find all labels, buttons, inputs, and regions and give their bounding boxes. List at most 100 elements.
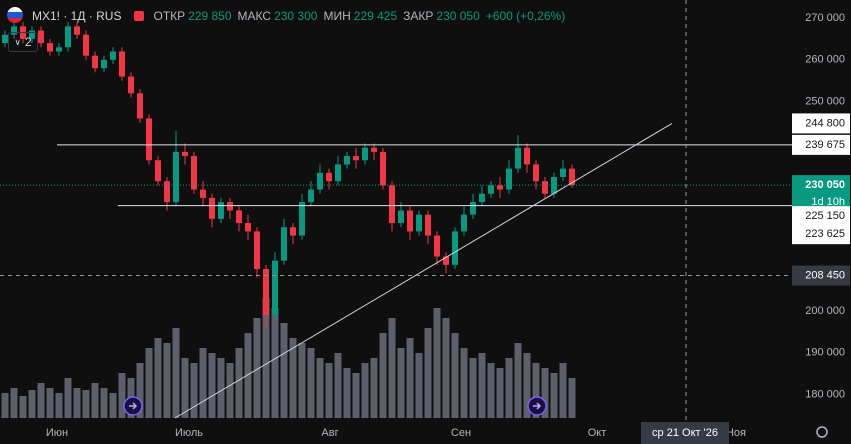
candle-body: [11, 26, 17, 35]
volume-bar: [91, 383, 99, 418]
candle-body: [2, 34, 8, 44]
low-value: 229 425: [353, 9, 398, 23]
candle-body: [308, 189, 314, 203]
candle-body: [551, 176, 557, 194]
symbol-header: MX1! · 1Д · RUS ОТКР 229 850 МАКС 230 30…: [0, 5, 568, 27]
candle-body: [56, 47, 62, 52]
candle-body: [146, 118, 152, 161]
candle-body: [362, 147, 368, 161]
candle-body: [443, 256, 449, 265]
volume-bar: [514, 343, 522, 418]
candle-body: [74, 26, 80, 35]
candle-body: [533, 164, 539, 182]
volume-bar: [136, 363, 144, 418]
candle-body: [335, 164, 341, 182]
volume-bar: [415, 353, 423, 418]
close-value: 230 050: [436, 9, 480, 23]
candle-body: [218, 202, 224, 219]
candle-body: [65, 26, 71, 48]
candle-body: [137, 93, 143, 119]
volume-bar: [100, 388, 108, 418]
volume-bar: [262, 298, 270, 418]
candle-body: [83, 34, 89, 56]
volume-bar: [64, 378, 72, 418]
candle-body: [92, 55, 98, 69]
volume-bar: [28, 390, 36, 418]
candle-body: [497, 185, 503, 190]
symbol[interactable]: MX1! · 1Д · RUS: [32, 9, 122, 23]
trendline-cross-price: 223 625: [805, 228, 845, 240]
event-arrow: [129, 402, 138, 410]
volume-bar: [541, 368, 549, 418]
crosshair-date-box: [641, 422, 729, 444]
candle-body: [128, 76, 134, 94]
volume-bar: [244, 333, 252, 418]
volume-bar: [235, 348, 243, 418]
volume-bar: [307, 348, 315, 418]
candle-body: [47, 43, 53, 52]
candle-body: [506, 168, 512, 190]
volume-bar: [352, 373, 360, 418]
candle-body: [182, 151, 188, 157]
y-tick-label: 270 000: [805, 12, 845, 24]
candle-body: [263, 269, 269, 316]
candle-body: [398, 210, 404, 224]
volume-bar: [424, 328, 432, 418]
level-price: 225 150: [805, 210, 845, 222]
candle-body: [470, 202, 476, 215]
candle-body: [245, 223, 251, 232]
trendline-price: 244 800: [805, 117, 845, 129]
volume-bar: [334, 353, 342, 418]
volume-bar: [451, 333, 459, 418]
volume-bar: [523, 353, 531, 418]
y-tick-label: 200 000: [805, 305, 845, 317]
high-label: МАКС: [237, 9, 272, 23]
volume-bar: [550, 373, 558, 418]
volume-bar: [190, 363, 198, 418]
candle-body: [461, 214, 467, 232]
status-icon: [134, 11, 145, 21]
volume-bar: [460, 348, 468, 418]
volume-bar: [478, 353, 486, 418]
x-tick-label: Июн: [46, 427, 68, 439]
indicator-count: 2: [24, 35, 32, 49]
crosshair-price: 208 450: [805, 269, 845, 281]
volume-bar: [298, 343, 306, 418]
candle-body: [569, 168, 575, 186]
volume-bar: [325, 363, 333, 418]
candle-body: [479, 193, 485, 203]
volume-bar: [82, 390, 90, 418]
candle-body: [353, 156, 359, 161]
volume-bar: [217, 358, 225, 418]
flag-icon: [7, 7, 23, 23]
y-tick-label: 180 000: [805, 388, 845, 400]
candle-body: [326, 172, 332, 182]
level-price: 239 675: [805, 139, 845, 151]
volume-bar: [199, 348, 207, 418]
volume-bar: [442, 318, 450, 418]
candle-body: [29, 30, 35, 39]
candle-body: [389, 185, 395, 224]
x-tick-label: Окт: [588, 427, 607, 439]
indicators-toggle[interactable]: ∨ 2: [8, 32, 38, 52]
level-price-box: [792, 206, 850, 227]
candle-body: [191, 156, 197, 190]
volume-bar: [568, 378, 576, 418]
y-tick-label: 250 000: [805, 96, 845, 108]
volume-bar: [361, 363, 369, 418]
volume-bar: [379, 333, 387, 418]
x-tick-label: Ноя: [726, 427, 746, 439]
candle-body: [488, 185, 494, 194]
volume-bar: [1, 393, 9, 418]
volume-bar: [406, 338, 414, 418]
volume-bar: [172, 328, 180, 418]
settings-icon: [816, 426, 828, 438]
volume-bar: [343, 368, 351, 418]
volume-bar: [388, 318, 396, 418]
y-tick-label: 260 000: [805, 54, 845, 66]
volume-bar: [154, 338, 162, 418]
candle-body: [164, 181, 170, 203]
volume-bar: [487, 363, 495, 418]
candle-body: [281, 227, 287, 261]
